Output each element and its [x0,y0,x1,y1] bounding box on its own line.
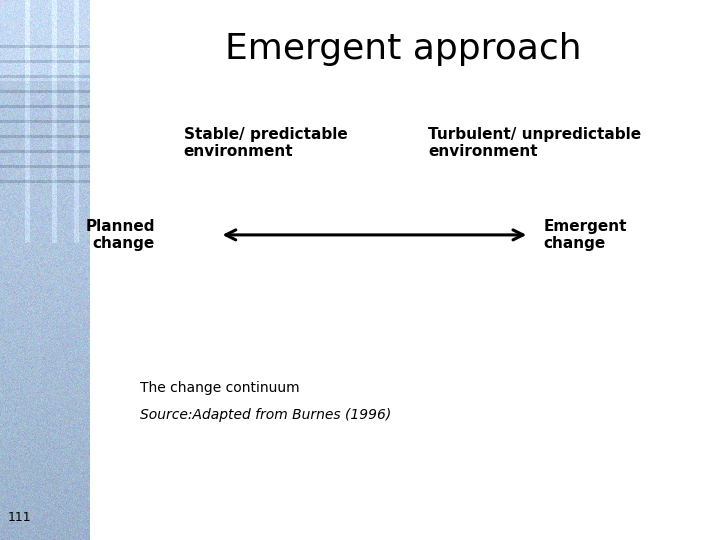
Text: Planned
change: Planned change [85,219,155,251]
Text: The change continuum: The change continuum [140,381,300,395]
Text: Source:Adapted from Burnes (1996): Source:Adapted from Burnes (1996) [140,408,392,422]
Text: Emergent approach: Emergent approach [225,32,582,66]
Text: Turbulent/ unpredictable
environment: Turbulent/ unpredictable environment [428,127,642,159]
Text: 111: 111 [7,511,31,524]
Text: Stable/ predictable
environment: Stable/ predictable environment [184,127,347,159]
Text: Emergent
change: Emergent change [544,219,627,251]
FancyArrowPatch shape [226,230,523,240]
